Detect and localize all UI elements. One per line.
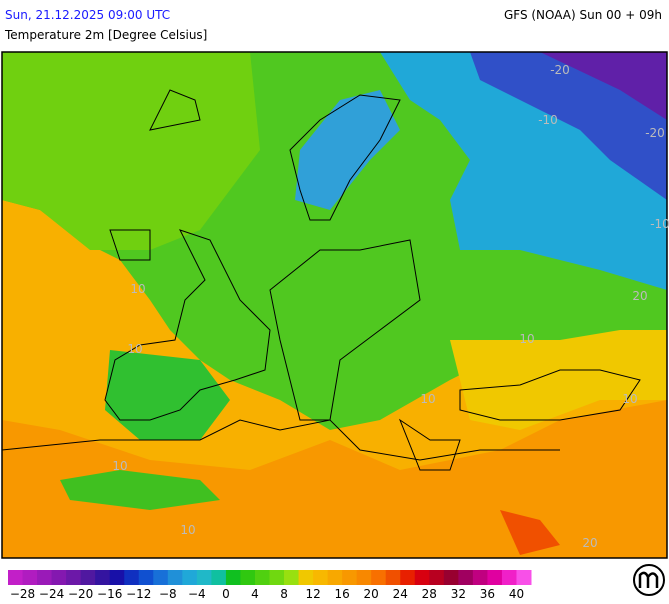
colorbar-swatch [342, 570, 358, 585]
colorbar-label: 36 [480, 587, 495, 600]
map-frame [1, 51, 668, 559]
colorbar-swatch [66, 570, 82, 585]
colorbar-label: −24 [39, 587, 64, 600]
colorbar-label: 8 [280, 587, 288, 600]
colorbar-swatch [472, 570, 488, 585]
colorbar-swatch [211, 570, 227, 585]
colorbar-swatch [153, 570, 169, 585]
colorbar-label: −28 [10, 587, 35, 600]
colorbar-swatch [182, 570, 198, 585]
colorbar-label: 40 [509, 587, 524, 600]
contour-label: 10 [127, 342, 142, 356]
map-title: Temperature 2m [Degree Celsius] [4, 28, 207, 42]
contour-label: 20 [632, 289, 647, 303]
colorbar-label: 12 [305, 587, 320, 600]
temperature-field [2, 52, 667, 558]
colorbar-swatch [95, 570, 111, 585]
colorbar-swatch [371, 570, 387, 585]
colorbar-label: 24 [393, 587, 408, 600]
coastlines [1, 89, 641, 471]
contour-label: -20 [645, 126, 665, 140]
contour-label: -10 [650, 217, 669, 231]
colorbar-swatch [516, 570, 532, 585]
contour-label: -20 [550, 63, 570, 77]
contour-labels: -20 -20 -10 -10 10 10 10 10 10 10 10 20 20 [112, 63, 669, 550]
colorbar-swatch [37, 570, 53, 585]
colorbar-label: 32 [451, 587, 466, 600]
colorbar-label: 28 [422, 587, 437, 600]
contour-label: 10 [112, 459, 127, 473]
colorbar-swatch [80, 570, 96, 585]
model-run: GFS (NOAA) Sun 00 + 09h [504, 8, 662, 22]
colorbar-swatch [385, 570, 401, 585]
colorbar: −28 −24 −20 −16 −12 −8 −4 0 4 8 12 16 20 24 28 32 36 40 [8, 570, 532, 601]
colorbar-swatch [8, 570, 24, 585]
colorbar-label: −8 [159, 587, 177, 600]
logo [633, 564, 665, 596]
contour-label: 10 [420, 392, 435, 406]
colorbar-swatch [327, 570, 343, 585]
colorbar-swatch [109, 570, 125, 585]
colorbar-swatch [429, 570, 445, 585]
colorbar-swatch [22, 570, 38, 585]
contour-label: 10 [622, 392, 637, 406]
colorbar-swatch [225, 570, 241, 585]
contour-label: 10 [519, 332, 534, 346]
colorbar-swatch [124, 570, 140, 585]
colorbar-swatch [269, 570, 285, 585]
colorbar-swatch [458, 570, 474, 585]
colorbar-swatch [51, 570, 67, 585]
colorbar-label: 0 [222, 587, 230, 600]
colorbar-swatch [400, 570, 416, 585]
colorbar-swatch [414, 570, 430, 585]
colorbar-label: 4 [251, 587, 259, 600]
colorbar-swatch [138, 570, 154, 585]
colorbar-swatch [254, 570, 270, 585]
colorbar-swatch [298, 570, 314, 585]
contour-label: -10 [538, 113, 558, 127]
colorbar-swatch [196, 570, 212, 585]
datetime: Sun, 21.12.2025 09:00 UTC [5, 8, 170, 22]
colorbar-label: 16 [334, 587, 349, 600]
colorbar-swatch [356, 570, 372, 585]
colorbar-label: −16 [97, 587, 122, 600]
colorbar-swatch [240, 570, 256, 585]
contour-label: 20 [582, 536, 597, 550]
colorbar-label: 20 [364, 587, 379, 600]
colorbar-swatch [313, 570, 329, 585]
colorbar-swatch [501, 570, 517, 585]
colorbar-swatch [167, 570, 183, 585]
contour-label: 10 [180, 523, 195, 537]
colorbar-label: −12 [126, 587, 151, 600]
colorbar-swatch [443, 570, 459, 585]
colorbar-label: −20 [68, 587, 93, 600]
contour-label: 10 [130, 282, 145, 296]
colorbar-label: −4 [188, 587, 206, 600]
colorbar-swatch [487, 570, 503, 585]
colorbar-swatch [284, 570, 300, 585]
